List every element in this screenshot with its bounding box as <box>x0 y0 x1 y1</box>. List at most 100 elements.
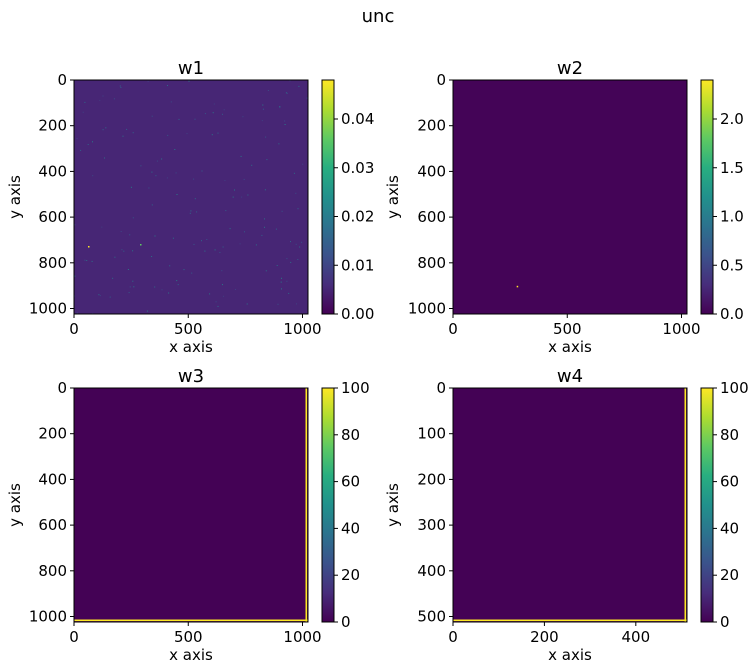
hot-pixel <box>285 92 287 94</box>
hot-pixel <box>206 239 208 240</box>
colorbar-tick-label: 80 <box>341 426 360 444</box>
y-tick-label: 100 <box>417 425 446 443</box>
hot-pixel <box>229 228 231 230</box>
hot-pixel <box>201 170 203 172</box>
hot-pixel <box>222 246 224 248</box>
hot-pixel <box>204 113 206 115</box>
x-axis-label: x axis <box>169 646 213 664</box>
hot-pixel <box>178 118 180 120</box>
hot-pixel <box>297 259 299 260</box>
y-tick-label: 600 <box>38 516 67 534</box>
colorbar-tick-label: 0.02 <box>341 208 374 226</box>
colorbar-gradient <box>322 80 334 314</box>
hot-pixel <box>174 149 176 150</box>
hot-pixel <box>277 303 279 305</box>
hot-pixel <box>98 294 100 296</box>
hot-pixel <box>86 260 88 261</box>
heatmap-image <box>453 80 687 314</box>
hot-pixel <box>168 292 170 294</box>
hot-pixel <box>211 134 213 136</box>
hot-pixel <box>151 204 153 206</box>
hot-pixel <box>151 171 153 173</box>
subplot-title: w2 <box>557 58 583 79</box>
hot-pixel <box>225 210 227 212</box>
colorbar-gradient <box>701 80 713 314</box>
hot-pixel <box>215 301 217 303</box>
hot-pixel <box>88 246 90 248</box>
hot-pixel <box>74 224 76 226</box>
hot-pixel <box>201 240 202 242</box>
colorbar: 0.00 0.01 0.02 0.03 0.04 <box>321 79 374 323</box>
heatmap-edge-right <box>684 388 687 622</box>
hot-pixel <box>196 211 198 213</box>
y-tick-label: 400 <box>417 562 446 580</box>
x-tick-label: 1000 <box>283 320 321 338</box>
hot-pixel <box>170 101 172 103</box>
hot-pixel <box>222 284 223 286</box>
hot-pixel <box>126 128 128 130</box>
hot-pixel <box>74 275 76 277</box>
hot-pixel <box>148 187 150 189</box>
colorbar-tick-label: 60 <box>341 473 360 491</box>
hot-pixel <box>276 265 278 266</box>
hot-pixel <box>112 277 114 279</box>
hot-pixel <box>264 189 266 191</box>
hot-pixel <box>154 235 156 237</box>
hot-pixel <box>130 186 132 188</box>
x-axis-label: x axis <box>548 338 592 356</box>
hot-pixel <box>193 178 195 180</box>
x-axis-label: x axis <box>169 338 213 356</box>
hot-pixel <box>284 124 286 125</box>
hot-pixel <box>104 157 105 159</box>
hot-pixel <box>288 292 290 294</box>
hot-pixel <box>295 243 297 245</box>
hot-pixel <box>194 118 196 120</box>
hot-pixel <box>151 115 153 117</box>
hot-pixel <box>105 127 107 129</box>
hot-pixel <box>222 113 223 115</box>
hot-pixel <box>172 237 174 239</box>
hot-pixel <box>214 249 216 251</box>
hot-pixel <box>129 234 131 236</box>
y-tick-label: 200 <box>417 470 446 488</box>
hot-pixel <box>114 256 116 258</box>
hot-pixel <box>76 138 78 140</box>
hot-pixel <box>175 172 177 174</box>
hot-pixel <box>127 269 129 270</box>
hot-pixel <box>267 90 269 91</box>
hot-pixel <box>140 165 142 167</box>
hot-pixel <box>102 129 104 131</box>
hot-pixel <box>299 246 301 248</box>
hot-pixel <box>235 289 236 290</box>
y-tick-label: 0 <box>436 379 446 397</box>
hot-pixel <box>279 106 281 107</box>
y-tick-label: 200 <box>417 117 446 135</box>
y-tick-label: 1000 <box>408 300 446 318</box>
colorbar-tick-label: 0.03 <box>341 159 374 177</box>
hot-pixel <box>279 107 281 109</box>
hot-pixel <box>82 111 84 113</box>
hot-pixel <box>243 178 245 180</box>
hot-pixel <box>129 286 131 288</box>
hot-pixel <box>84 259 86 261</box>
x-tick-label: 500 <box>553 320 582 338</box>
y-tick-label: 300 <box>417 516 446 534</box>
hot-pixel <box>186 133 188 135</box>
hot-pixel <box>280 281 282 283</box>
colorbar-frame <box>321 387 335 623</box>
hot-pixel <box>301 241 303 243</box>
hot-pixel <box>223 109 225 111</box>
hot-pixel <box>278 143 280 145</box>
colorbar-tick-label: 40 <box>341 519 360 537</box>
hot-pixel <box>264 218 265 220</box>
subplot-w4: w4 0 200 400 0 100 200 300 400 500 x axis y axis 0 20… <box>384 366 749 664</box>
y-tick-label: 1000 <box>29 608 67 626</box>
hot-pixel <box>247 194 249 196</box>
y-axis-label: y axis <box>384 175 402 219</box>
hot-pixel <box>242 116 244 118</box>
hot-pixel <box>84 101 86 103</box>
colorbar-tick-label: 2.0 <box>720 110 744 128</box>
hot-pixel <box>122 135 124 137</box>
hot-pixel <box>298 85 300 87</box>
hot-pixel <box>161 158 163 160</box>
